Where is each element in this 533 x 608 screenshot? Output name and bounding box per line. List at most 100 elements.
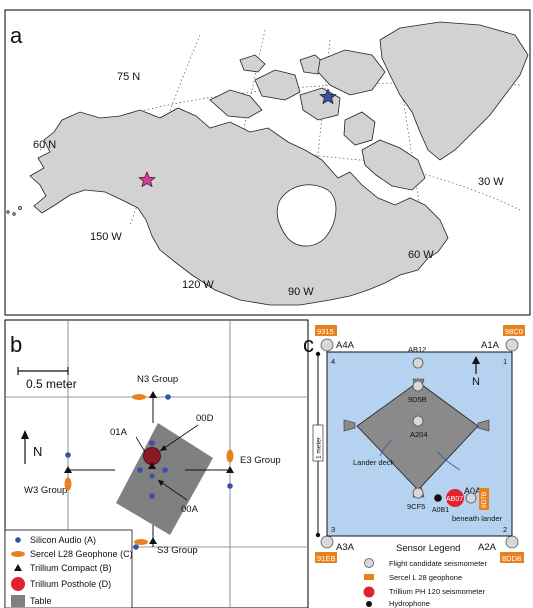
sensor-9cf5 bbox=[412, 487, 424, 499]
legend-trillium: Trillium PH 120 seismometer bbox=[389, 587, 485, 596]
legend-trillium-compact: Trillium Compact (B) bbox=[30, 563, 112, 573]
legend-sercel: Sercel L 28 geophone bbox=[389, 573, 462, 582]
label-ab12: AB12 bbox=[408, 345, 426, 354]
ellesmere-island bbox=[317, 49, 386, 96]
label-a1a: A1A bbox=[481, 340, 500, 351]
label-ab07: AB07 bbox=[446, 496, 463, 503]
legend-hydrophone-symbol bbox=[366, 601, 372, 607]
lon-150-label: 150 W bbox=[90, 231, 122, 243]
corner-num-2: 2 bbox=[503, 525, 507, 534]
panel-b-frame bbox=[4, 319, 309, 608]
tag-9d7b-label: 9D7B bbox=[481, 492, 488, 508]
w3-group-label: W3 Group bbox=[24, 485, 67, 496]
legend-trillium-symbol bbox=[363, 586, 375, 598]
e3-silicon-audio bbox=[227, 483, 233, 489]
baffin-island bbox=[361, 139, 426, 191]
lon-60-label: 60 W bbox=[408, 249, 434, 261]
label-a2a: A2A bbox=[478, 542, 497, 553]
legend-sercel-symbol bbox=[364, 574, 374, 580]
label-00a: 00A bbox=[181, 504, 199, 515]
legend-hydrophone: Hydrophone bbox=[389, 599, 430, 608]
sensor-9d5b bbox=[412, 380, 424, 392]
panel-b-legend: Silicon Audio (A) Sercel L28 Geophone (C… bbox=[4, 529, 133, 608]
lat-75-label: 75 N bbox=[117, 71, 140, 83]
corner-sensor-a1a bbox=[505, 338, 519, 352]
panel-b-label: b bbox=[10, 332, 22, 357]
center-silicon-audio-s bbox=[149, 493, 155, 499]
label-a3a: A3A bbox=[336, 542, 355, 553]
s3-silicon-audio bbox=[133, 544, 139, 550]
table bbox=[116, 423, 213, 535]
arctic-island-1 bbox=[209, 89, 263, 119]
center-silicon-audio-n bbox=[149, 440, 155, 446]
trillium-posthole-00d bbox=[143, 447, 161, 465]
s3-group-label: S3 Group bbox=[157, 545, 198, 556]
tag-98c0-label: 98C0 bbox=[505, 327, 523, 336]
lat-60-label: 60 N bbox=[33, 139, 56, 151]
lander-leg-west bbox=[343, 419, 356, 432]
legend-trillium-posthole: Trillium Posthole (D) bbox=[30, 579, 111, 589]
north-label-c: N bbox=[472, 376, 480, 388]
s3-trillium-compact bbox=[149, 537, 157, 544]
panel-c-label: c bbox=[303, 332, 314, 357]
legend-table-symbol bbox=[11, 595, 25, 607]
w3-trillium-compact bbox=[64, 466, 72, 473]
legend-silicon-audio-symbol bbox=[15, 537, 21, 543]
label-a4a: A4A bbox=[336, 340, 355, 351]
meter-label: 1 meter bbox=[316, 436, 323, 459]
tag-9315-label: 9315 bbox=[317, 327, 334, 336]
arctic-island-6 bbox=[239, 54, 266, 73]
tag-98c0 bbox=[503, 325, 525, 336]
legend-geophone: Sercel L28 Geophone (C) bbox=[30, 549, 133, 559]
n3-silicon-audio bbox=[165, 394, 171, 400]
beneath-lander-pointer bbox=[437, 451, 461, 471]
arctic-island-3 bbox=[299, 87, 341, 121]
greenland bbox=[379, 21, 529, 161]
panel-a-map: a 75 N 60 N 150 W 120 W 90 W 60 W 30 W bbox=[4, 9, 531, 316]
tag-8dd8-label: 8DD8 bbox=[502, 554, 521, 563]
legend-trillium-compact-symbol bbox=[14, 564, 22, 571]
sensor-ab07 bbox=[446, 489, 464, 507]
center-silicon-audio-e bbox=[162, 467, 168, 473]
corner-sensor-a2a bbox=[505, 535, 519, 549]
aleutian-islands bbox=[6, 206, 22, 216]
callout-01a-line bbox=[135, 436, 146, 453]
corner-num-1: 1 bbox=[503, 357, 507, 366]
s3-geophone bbox=[134, 539, 148, 545]
tag-8dd8 bbox=[500, 552, 524, 563]
callout-00a-line bbox=[157, 479, 188, 501]
arctic-island-4 bbox=[343, 111, 376, 146]
corner-num-3: 3 bbox=[331, 525, 335, 534]
center-trillium-compact bbox=[148, 462, 156, 469]
corner-sensor-a4a bbox=[320, 338, 334, 352]
e3-geophone bbox=[226, 449, 234, 463]
w3-geophone bbox=[64, 477, 72, 491]
legend-b-box bbox=[4, 529, 133, 608]
label-01a: 01A bbox=[110, 427, 128, 438]
legend-flight-symbol bbox=[364, 558, 374, 568]
sensor-a204 bbox=[412, 415, 424, 427]
center-silicon-audio-00a bbox=[149, 473, 155, 479]
label-9cf5: 9CF5 bbox=[407, 502, 425, 511]
panel-c-legend: Sensor Legend Flight candidate seismomet… bbox=[363, 543, 487, 608]
n3-group-label: N3 Group bbox=[137, 374, 178, 385]
lander-deck-label: Lander deck bbox=[353, 458, 395, 467]
e3-trillium-compact bbox=[226, 466, 234, 473]
sensor-a0a bbox=[465, 492, 477, 504]
north-label-b: N bbox=[33, 444, 42, 459]
label-00d: 00D bbox=[196, 413, 214, 424]
hudson-bay bbox=[276, 184, 337, 247]
arctic-island-2 bbox=[254, 69, 301, 101]
lander-deck-pointer bbox=[379, 439, 393, 457]
e3-group-label: E3 Group bbox=[240, 455, 281, 466]
lon-120-label: 120 W bbox=[182, 279, 214, 291]
callout-00d-line bbox=[159, 424, 199, 452]
panel-c: c 9315 98C0 91EB 8DD8 A4A A1A A3A A2A 1 … bbox=[303, 325, 525, 608]
label-9d5b: 9D5B bbox=[408, 395, 427, 404]
scale-label: 0.5 meter bbox=[26, 377, 77, 391]
tag-9d7b bbox=[479, 488, 489, 510]
label-a0b1: A0B1 bbox=[432, 507, 449, 514]
tag-91eb-label: 91EB bbox=[317, 554, 335, 563]
corner-num-4: 4 bbox=[331, 357, 335, 366]
